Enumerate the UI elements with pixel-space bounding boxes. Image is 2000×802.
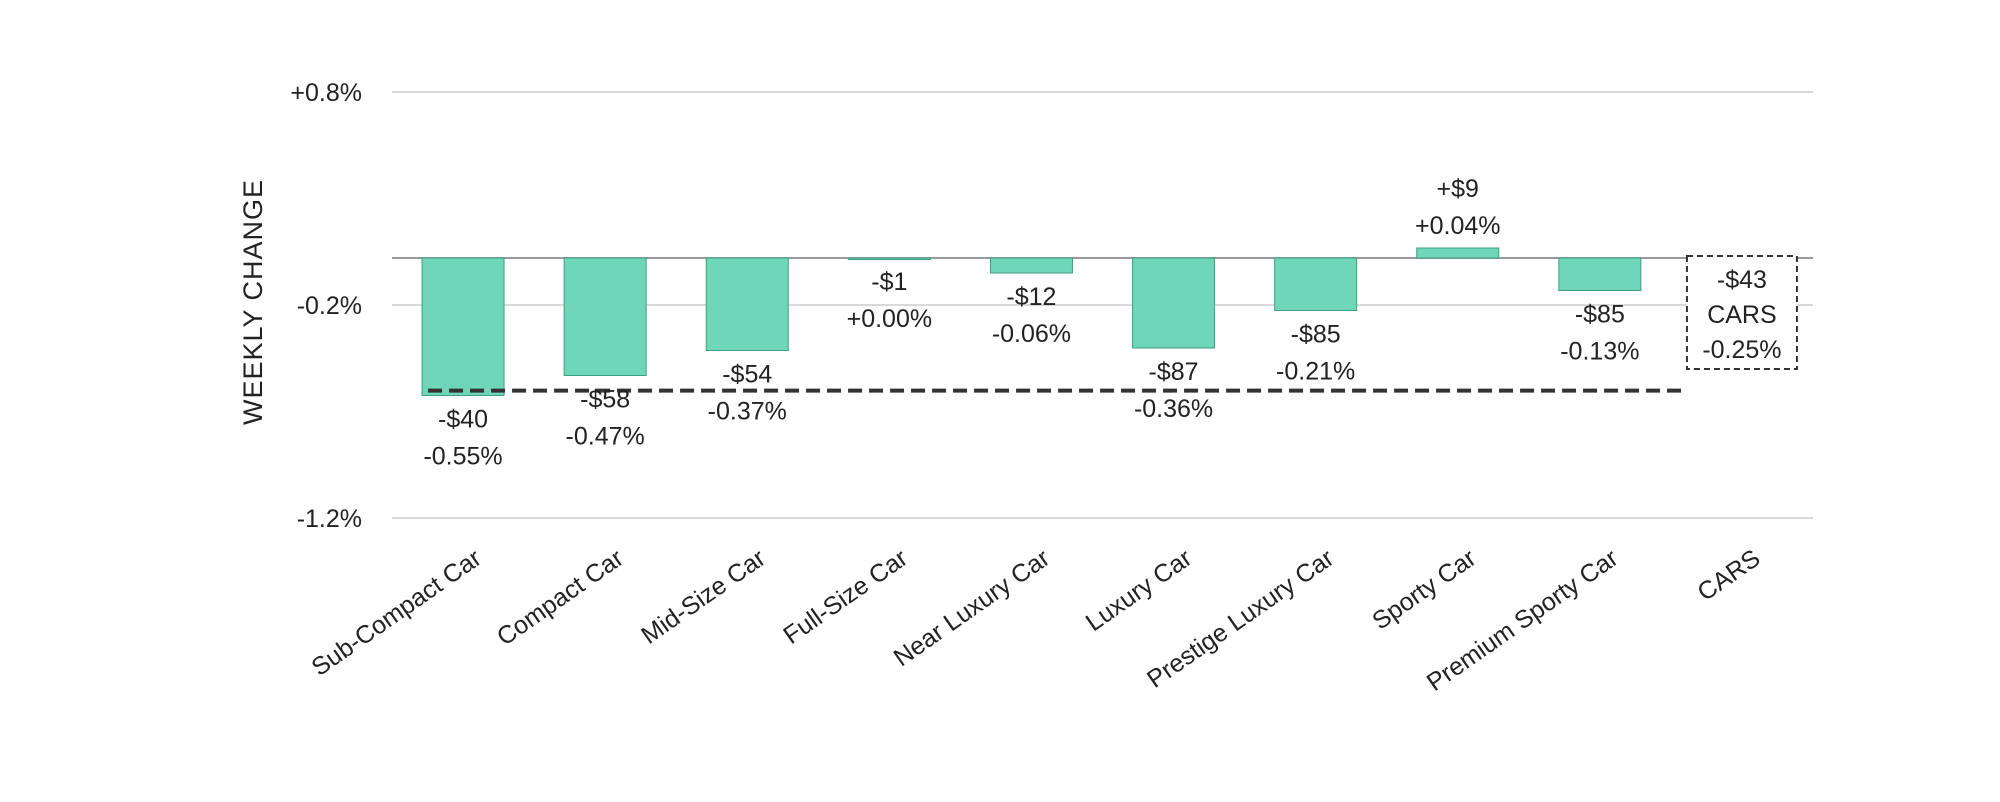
bar bbox=[1558, 257, 1642, 291]
category-label: CARS bbox=[1692, 544, 1765, 607]
percent-label: -0.06% bbox=[992, 320, 1071, 348]
dollar-label: -$87 bbox=[1149, 358, 1199, 386]
category-label: Mid-Size Car bbox=[636, 544, 770, 650]
y-tick-label: +0.8% bbox=[290, 79, 362, 107]
total-box bbox=[1685, 255, 1798, 370]
dollar-label: +$9 bbox=[1437, 175, 1479, 203]
total-label: CARS bbox=[1707, 301, 1776, 329]
category-label: Compact Car bbox=[492, 544, 629, 651]
category-label: Sub-Compact Car bbox=[307, 544, 487, 682]
category-label: Near Luxury Car bbox=[889, 544, 1055, 672]
dollar-label: -$1 bbox=[871, 268, 907, 296]
percent-label: -0.36% bbox=[1134, 395, 1213, 423]
percent-label: -0.55% bbox=[423, 443, 502, 471]
bar bbox=[1132, 257, 1216, 349]
category-label: Sporty Car bbox=[1367, 544, 1481, 635]
percent-label: -0.47% bbox=[566, 423, 645, 451]
dollar-label: -$58 bbox=[580, 386, 630, 414]
dollar-label: -$54 bbox=[722, 361, 772, 389]
dollar-label: -$85 bbox=[1291, 321, 1341, 349]
y-tick-label: -1.2% bbox=[297, 505, 362, 533]
y-axis-title: WEEKLY CHANGE bbox=[238, 179, 268, 425]
bars bbox=[421, 247, 1798, 396]
y-tick-labels: +0.8% -0.2% -1.2% bbox=[290, 79, 362, 533]
percent-label: +0.04% bbox=[1415, 212, 1501, 240]
y-tick-label: -0.2% bbox=[297, 292, 362, 320]
percent-label: -0.13% bbox=[1560, 338, 1639, 366]
category-label: Full-Size Car bbox=[778, 544, 912, 650]
bar bbox=[1416, 247, 1500, 259]
bar bbox=[421, 257, 505, 396]
percent-label: -0.37% bbox=[708, 398, 787, 426]
bar bbox=[989, 257, 1073, 274]
bar bbox=[1274, 257, 1358, 311]
total-label: -0.25% bbox=[1702, 336, 1781, 364]
percent-label: -0.21% bbox=[1276, 358, 1355, 386]
dollar-label: -$85 bbox=[1575, 301, 1625, 329]
percent-label: +0.00% bbox=[847, 305, 933, 333]
bar bbox=[847, 257, 931, 260]
category-label: Luxury Car bbox=[1081, 544, 1197, 637]
dollar-label: -$40 bbox=[438, 406, 488, 434]
category-labels: Sub-Compact Car Compact Car Mid-Size Car Fu… bbox=[307, 544, 1766, 697]
data-labels: -$40 -0.55% -$58 -0.47% -$54 -0.37% -$1 +0.00% -… bbox=[423, 175, 1781, 471]
bar bbox=[705, 257, 789, 351]
bar bbox=[563, 257, 647, 376]
total-label: -$43 bbox=[1717, 266, 1767, 294]
dollar-label: -$12 bbox=[1006, 283, 1056, 311]
